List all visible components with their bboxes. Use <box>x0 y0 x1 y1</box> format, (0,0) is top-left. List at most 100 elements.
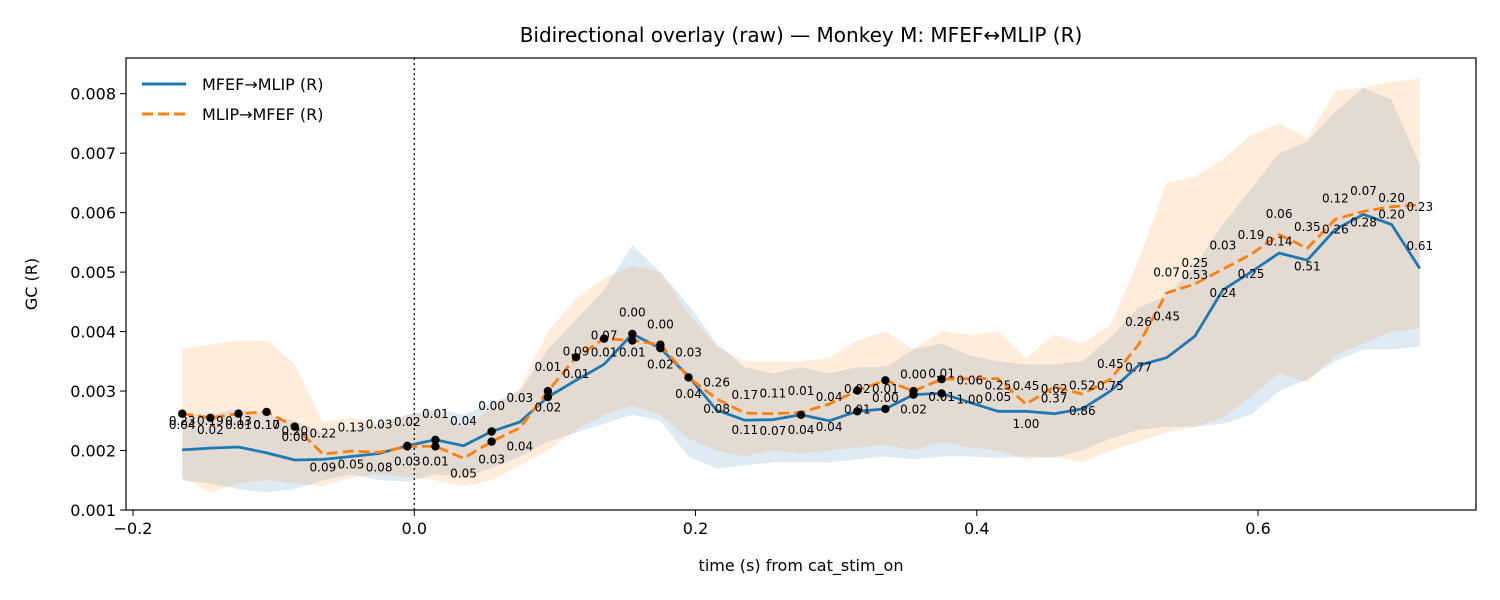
p-value-label: 0.04 <box>816 420 843 434</box>
p-value-label: 0.07 <box>1350 184 1377 198</box>
p-value-label: 0.08 <box>703 402 730 416</box>
p-value-label: 1.00 <box>956 393 983 407</box>
p-value-label: 0.04 <box>450 414 477 428</box>
significance-dot-mlip-to-mfef <box>234 409 243 418</box>
significance-dot-mlip-to-mfef <box>571 353 581 362</box>
significance-dot-mfef-to-mlip <box>853 407 862 416</box>
x-tick-label: 0.6 <box>1245 519 1270 538</box>
significance-dot-mlip-to-mfef <box>628 336 637 345</box>
p-value-label: 0.77 <box>1125 360 1152 374</box>
legend-label-mlip-to-mfef: MLIP→MFEF (R) <box>202 105 324 124</box>
p-value-label: 0.17 <box>253 418 280 432</box>
p-value-label: 0.13 <box>338 421 365 435</box>
significance-dot-mfef-to-mlip <box>543 392 553 402</box>
significance-dot-mlip-to-mfef <box>909 386 918 396</box>
p-value-labels: 0.230.04 0.190.020.130.01 0.170.10 0.200.00… <box>169 184 1433 480</box>
y-tick-label: 0.007 <box>70 144 116 163</box>
p-value-label: 0.23 <box>169 414 196 428</box>
p-value-label: 0.02 <box>197 423 224 437</box>
p-value-label: 0.01 <box>928 366 955 380</box>
significance-dot-mlip-to-mfef <box>881 376 890 385</box>
p-value-label: 0.10 <box>253 418 280 432</box>
legend: MFEF→MLIP (R) MLIP→MFEF (R) <box>142 75 324 124</box>
p-value-label: 0.07 <box>760 424 787 438</box>
p-value-label: 0.05 <box>450 466 477 480</box>
p-value-label: 0.45 <box>1013 379 1040 393</box>
p-value-label: 0.06 <box>1266 207 1293 221</box>
p-value-label: 0.62 <box>1041 382 1068 396</box>
p-value-label: 0.07 <box>1153 265 1180 279</box>
y-tick-label: 0.008 <box>70 85 116 104</box>
p-value-label: 0.20 <box>1378 191 1405 205</box>
p-value-label: 0.86 <box>1069 404 1096 418</box>
significance-dot-mlip-to-mfef <box>684 373 693 382</box>
x-axis: −0.2 0.0 0.2 0.4 0.6 <box>114 510 1271 538</box>
chart-title: Bidirectional overlay (raw) — Monkey M: … <box>520 23 1083 47</box>
p-value-label: 0.02 <box>844 382 871 396</box>
p-value-label: 0.75 <box>1097 379 1124 393</box>
significance-dot-mlip-to-mfef <box>206 413 215 422</box>
p-value-label: 0.05 <box>338 457 365 471</box>
significance-dots <box>178 329 946 451</box>
p-value-label: 0.03 <box>478 453 505 467</box>
p-value-label: 0.03 <box>675 346 702 360</box>
p-value-label: 0.03 <box>1210 239 1237 253</box>
x-tick-label: −0.2 <box>114 519 153 538</box>
p-value-label: 0.09 <box>310 460 337 474</box>
y-tick-label: 0.006 <box>70 204 116 223</box>
p-value-label: 0.04 <box>506 440 533 454</box>
p-value-label: 0.13 <box>225 414 252 428</box>
p-value-label: 0.01 <box>872 382 899 396</box>
y-axis-label: GC (R) <box>22 258 41 310</box>
ci-band-mlip-to-mfef <box>182 78 1420 493</box>
p-value-label: 0.61 <box>1406 239 1433 253</box>
p-value-label: 0.01 <box>422 454 449 468</box>
p-value-label: 0.03 <box>394 454 421 468</box>
p-value-label: 0.01 <box>788 384 815 398</box>
y-tick-label: 0.002 <box>70 442 116 461</box>
p-value-label: 0.26 <box>1322 222 1349 236</box>
significance-dot-mlip-to-mfef <box>403 442 412 451</box>
y-tick-label: 0.004 <box>70 323 116 342</box>
p-value-label: 0.19 <box>197 414 224 428</box>
p-value-label: 0.17 <box>731 388 758 402</box>
p-value-label: 0.37 <box>1041 391 1068 405</box>
p-value-label: 0.52 <box>1069 378 1096 392</box>
p-value-label: 0.20 <box>281 424 308 438</box>
p-value-label: 0.45 <box>1153 309 1180 323</box>
x-tick-label: 0.2 <box>683 519 708 538</box>
p-value-label: 0.53 <box>1181 268 1208 282</box>
significance-dot-mlip-to-mfef <box>487 437 496 446</box>
y-tick-label: 0.003 <box>70 382 116 401</box>
significance-dot-mlip-to-mfef <box>178 409 187 418</box>
y-tick-label: 0.005 <box>70 263 116 282</box>
p-value-label: 0.01 <box>225 418 252 432</box>
p-value-label: 0.01 <box>563 367 590 381</box>
y-tick-label: 0.001 <box>70 501 116 520</box>
p-value-label: 0.01 <box>844 403 871 417</box>
significance-dot-mlip-to-mfef <box>431 442 440 451</box>
p-value-label: 0.06 <box>956 374 983 388</box>
p-value-label: 0.45 <box>1097 357 1124 371</box>
p-value-label: 0.35 <box>1294 220 1321 234</box>
p-value-label: 0.08 <box>366 460 393 474</box>
plot-frame <box>125 57 1477 511</box>
p-value-label: 0.00 <box>478 399 505 413</box>
p-value-label: 0.01 <box>591 346 618 360</box>
p-value-label: 0.24 <box>1210 286 1237 300</box>
p-value-label: 0.25 <box>1181 256 1208 270</box>
p-value-label: 0.00 <box>647 318 674 332</box>
p-value-label: 0.04 <box>816 390 843 404</box>
p-value-label: 0.01 <box>535 360 562 374</box>
significance-dot-mfef-to-mlip <box>628 329 637 339</box>
legend-label-mfef-to-mlip: MFEF→MLIP (R) <box>202 75 324 94</box>
p-value-label: 1.00 <box>1013 417 1040 431</box>
p-value-label: 0.02 <box>394 415 421 429</box>
significance-dot-mlip-to-mfef <box>290 422 299 431</box>
p-value-label: 0.01 <box>619 346 646 360</box>
p-value-label: 0.02 <box>647 358 674 372</box>
p-value-label: 0.23 <box>1406 200 1433 214</box>
significance-dot-mlip-to-mfef <box>543 386 553 396</box>
